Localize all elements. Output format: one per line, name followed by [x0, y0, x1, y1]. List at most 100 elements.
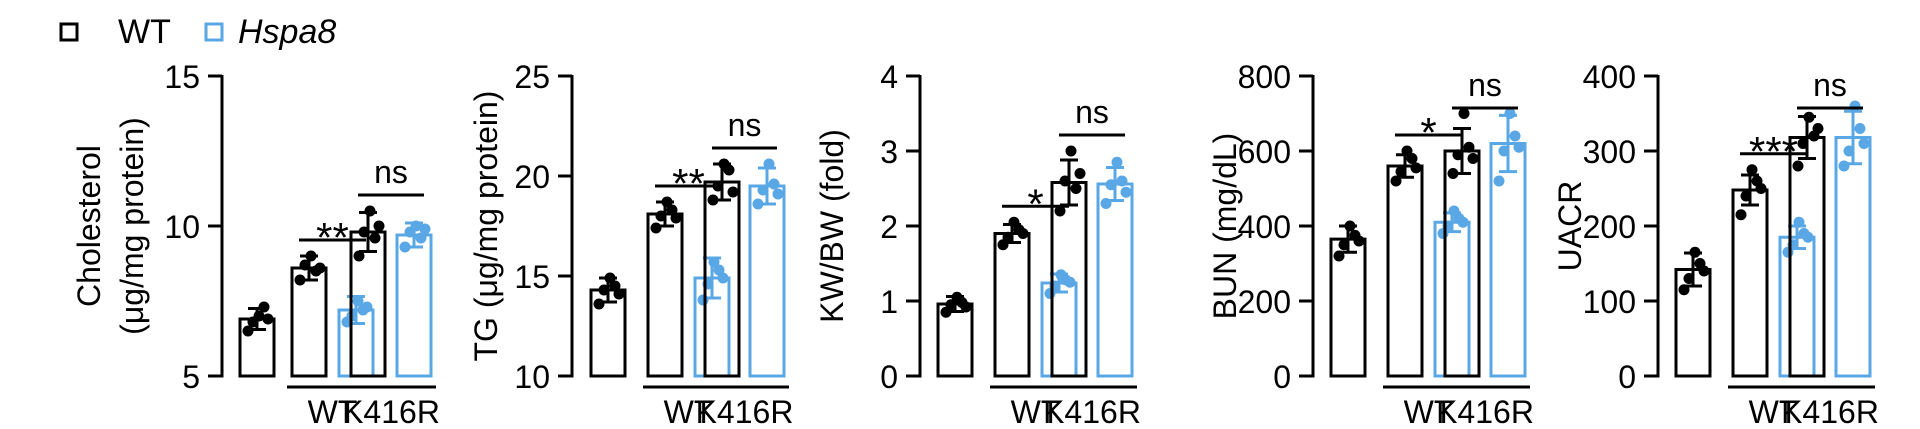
bar-hspa8-3	[1834, 136, 1872, 378]
data-point-wt	[593, 298, 605, 310]
data-point-hspa8	[768, 178, 780, 190]
data-point-hspa8	[415, 232, 427, 244]
data-point-wt	[1797, 138, 1809, 149]
data-point-hspa8	[1513, 141, 1525, 153]
y-tick-label: 200	[1238, 284, 1291, 320]
data-point-wt	[314, 262, 326, 274]
significance-label: **	[672, 160, 705, 207]
data-point-wt	[262, 313, 274, 325]
data-point-hspa8	[1111, 156, 1123, 168]
data-point-wt	[364, 205, 376, 217]
data-point-wt	[1812, 123, 1824, 134]
x-category-label: K416R	[696, 394, 794, 429]
data-point-hspa8	[1457, 216, 1469, 228]
data-point-wt	[1074, 168, 1086, 179]
x-category-label: WT	[1749, 394, 1799, 429]
bar-wt-2	[993, 232, 1031, 378]
data-point-wt	[613, 288, 625, 300]
x-category-label: WT	[308, 394, 358, 429]
data-point-wt	[1458, 108, 1470, 119]
data-point-wt	[655, 210, 667, 222]
y-tick-label: 400	[1238, 209, 1291, 245]
data-point-wt	[305, 250, 317, 262]
y-tick-label: 10	[164, 209, 200, 245]
data-point-wt	[299, 259, 311, 271]
legend-label-hspa8: Hspa8	[238, 13, 336, 51]
data-point-hspa8	[1802, 231, 1814, 243]
legend-swatch-wt	[59, 22, 79, 42]
x-category-label: WT	[1011, 394, 1061, 429]
data-point-hspa8	[1849, 100, 1861, 112]
legend-swatch-hspa8	[204, 22, 224, 42]
data-point-wt	[1017, 228, 1029, 239]
data-point-wt	[253, 310, 265, 322]
bar-hspa8-2	[1433, 220, 1471, 378]
significance-label: ns	[374, 154, 408, 190]
data-point-wt	[294, 274, 306, 286]
data-point-wt	[1447, 168, 1459, 179]
y-tick-label: 2	[880, 209, 898, 245]
y-tick-label: 25	[514, 59, 550, 95]
data-point-wt	[1406, 153, 1418, 164]
data-point-wt	[1735, 209, 1747, 221]
y-axis-label: BUN (mg/dL)	[1207, 133, 1243, 320]
data-point-hspa8	[1504, 108, 1516, 119]
data-point-wt	[353, 250, 365, 262]
bar-hspa8-2	[1778, 235, 1816, 378]
significance-label: **	[316, 214, 349, 261]
data-point-wt	[1452, 149, 1464, 161]
data-point-wt	[1395, 166, 1407, 178]
y-axis-label: UACR	[1552, 181, 1588, 272]
data-point-wt	[373, 220, 385, 232]
y-tick-label: 0	[1618, 359, 1636, 395]
legend-label-wt: WT	[118, 13, 171, 51]
data-point-wt	[598, 284, 610, 296]
significance-label: ns	[1075, 94, 1109, 130]
y-tick-label: 5	[182, 359, 200, 395]
data-point-wt	[707, 194, 719, 206]
data-point-wt	[1333, 250, 1345, 262]
data-point-hspa8	[1843, 145, 1855, 157]
data-point-hspa8	[352, 295, 364, 307]
error-bar-wt-2	[1741, 173, 1759, 207]
data-point-hspa8	[1116, 175, 1128, 187]
x-category-label: WT	[664, 394, 714, 429]
data-point-hspa8	[1854, 123, 1866, 134]
data-point-hspa8	[1498, 145, 1510, 157]
data-point-wt	[1698, 265, 1710, 277]
x-category-label: K416R	[342, 394, 440, 429]
y-tick-label: 800	[1238, 59, 1291, 95]
y-tick-label: 15	[514, 259, 550, 295]
bar-hspa8-3	[748, 184, 786, 378]
data-point-hspa8	[763, 158, 775, 170]
y-axis-label: TG (μg/mg protein)	[468, 91, 504, 362]
significance-label: *	[1420, 109, 1436, 156]
data-point-wt	[1689, 246, 1701, 258]
data-point-wt	[1054, 205, 1066, 217]
y-axis-label-line2: (μg/mg protein)	[114, 117, 150, 335]
y-tick-label: 4	[880, 59, 898, 95]
bar-wt-3	[1443, 149, 1481, 378]
data-point-hspa8	[717, 272, 729, 284]
data-point-hspa8	[1793, 216, 1805, 228]
data-point-hspa8	[1105, 179, 1117, 191]
y-tick-label: 0	[1273, 359, 1291, 395]
data-point-hspa8	[361, 301, 373, 313]
data-point-hspa8	[419, 223, 431, 235]
y-tick-label: 400	[1583, 59, 1636, 95]
significance-label: ns	[1468, 67, 1502, 103]
significance-label: ns	[1813, 67, 1847, 103]
data-point-wt	[604, 272, 616, 284]
data-point-wt	[960, 301, 972, 313]
data-point-wt	[1353, 235, 1365, 247]
data-point-hspa8	[399, 241, 411, 253]
data-point-hspa8	[1120, 186, 1132, 198]
x-category-label: K416R	[1043, 394, 1141, 429]
y-tick-label: 200	[1583, 209, 1636, 245]
data-point-wt	[1070, 183, 1082, 194]
